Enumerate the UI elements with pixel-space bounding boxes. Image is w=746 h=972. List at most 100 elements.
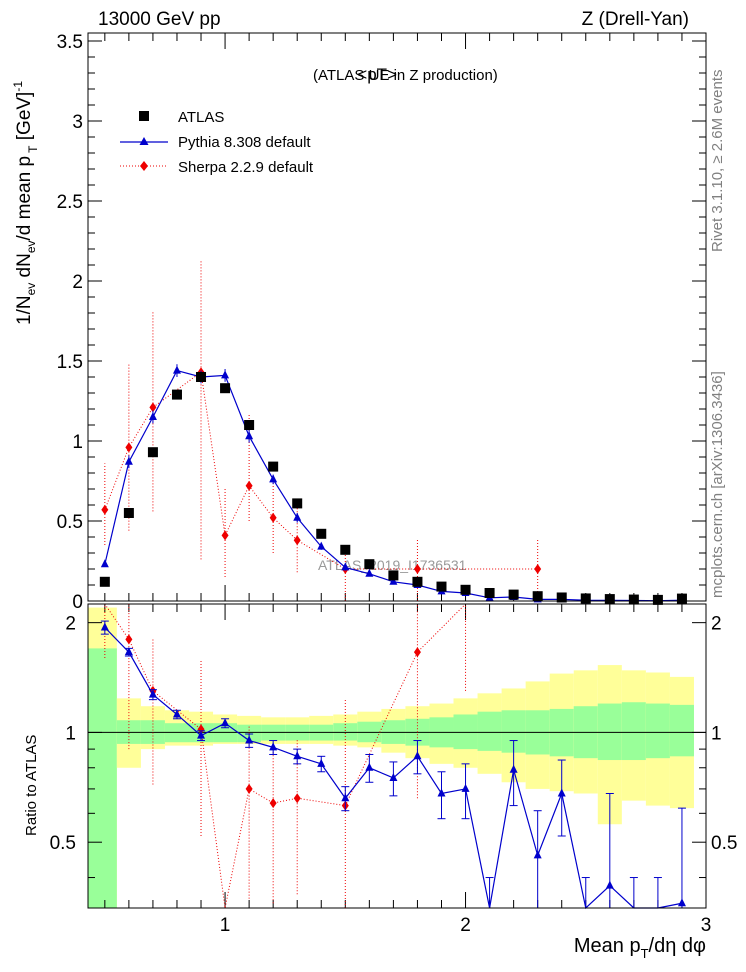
atlas-point — [220, 383, 231, 394]
sherpa-point — [221, 530, 229, 541]
header-left: 13000 GeV pp — [98, 9, 221, 30]
legend-marker-sherpa — [140, 161, 148, 171]
pythia-ratio-point — [221, 718, 230, 727]
ratio-y-tick-label-right: 0.5 — [711, 833, 737, 854]
atlas-point — [412, 576, 423, 587]
atlas-point — [628, 594, 639, 605]
atlas-point — [484, 588, 495, 598]
ratio-y-tick-label: 0.5 — [50, 833, 76, 854]
plot-title: <pT> — [357, 65, 397, 84]
pythia-ratio-point — [269, 742, 278, 751]
rivet-label: Rivet 3.1.10, ≥ 2.6M events — [709, 70, 726, 253]
atlas-point — [388, 570, 399, 581]
pythia-point — [341, 562, 350, 571]
pythia-point — [148, 412, 157, 420]
uncertainty-band-inner — [645, 703, 670, 759]
x-tick-label: 3 — [701, 915, 712, 936]
legend: ATLAS Pythia 8.308 default Sherpa 2.2.9 … — [120, 109, 314, 176]
x-axis-label: Mean pT/dη dφ — [574, 935, 706, 961]
atlas-point — [652, 594, 663, 605]
sherpa-ratio-point — [293, 793, 301, 804]
sherpa-ratio-point — [197, 724, 205, 735]
uncertainty-band-inner — [88, 648, 117, 908]
pythia-ratio-point — [172, 709, 181, 718]
uncertainty-band-inner — [621, 702, 646, 761]
legend-label-sherpa: Sherpa 2.2.9 default — [178, 159, 314, 176]
sherpa-point — [293, 535, 301, 546]
main-frame — [87, 32, 707, 602]
ratio-bands — [88, 607, 694, 908]
pythia-point — [124, 456, 133, 465]
atlas-point — [292, 498, 303, 509]
legend-item-atlas: ATLAS — [139, 109, 224, 126]
sherpa-ratio-point — [413, 647, 421, 658]
sherpa-ratio-point — [245, 783, 253, 794]
main-axes: 0 0.5 1 1.5 2 2.5 3 3.5 — [57, 32, 707, 613]
plot-subtitle: (ATLAS UE in Z production) — [313, 67, 498, 84]
ratio-axes: 0.5 0.5 1 1 2 2 1 2 3 — [50, 604, 737, 936]
legend-item-sherpa: Sherpa 2.2.9 default — [120, 159, 314, 176]
pythia-ratio-point — [533, 850, 542, 859]
uncertainty-band-inner — [597, 703, 622, 761]
atlas-point — [556, 592, 567, 603]
pythia-ratio-point — [437, 788, 446, 797]
header-right: Z (Drell-Yan) — [582, 9, 689, 30]
pythia-ratio-point — [461, 783, 470, 792]
legend-marker-pythia — [139, 137, 149, 145]
ratio-y-tick-label-right: 2 — [711, 614, 722, 635]
pythia-ratio-point — [605, 880, 614, 889]
y-tick-label: 3.5 — [57, 32, 83, 53]
y-tick-label: 1.5 — [57, 352, 83, 373]
sherpa-point — [534, 564, 542, 574]
legend-label-pythia: Pythia 8.308 default — [178, 134, 311, 151]
atlas-point — [268, 461, 279, 472]
atlas-point — [196, 372, 207, 382]
sherpa-line — [104, 371, 538, 570]
pythia-ratio-point — [245, 735, 254, 744]
pythia-point — [293, 512, 302, 521]
atlas-point — [676, 593, 687, 604]
atlas-point — [604, 594, 615, 605]
atlas-point — [171, 389, 182, 400]
pythia-point — [317, 541, 326, 550]
pythia-ratio-point — [509, 764, 518, 773]
atlas-point — [340, 544, 351, 555]
legend-item-pythia: Pythia 8.308 default — [120, 134, 311, 151]
sherpa-point — [101, 504, 109, 515]
main-panel: ATLAS_2019_I1736531 00.511.522.533.5 <pT… — [11, 32, 707, 613]
pythia-point — [245, 431, 254, 440]
pythia-ratio-point — [148, 689, 157, 698]
atlas-point — [316, 528, 327, 539]
pythia-ratio-point — [557, 788, 566, 797]
pythia-ratio-point — [341, 793, 350, 802]
atlas-point — [580, 593, 591, 604]
atlas-point — [244, 420, 255, 430]
sherpa-point — [125, 442, 133, 453]
y-tick-label: 2.5 — [57, 192, 83, 213]
pythia-point — [221, 370, 230, 379]
legend-label-atlas: ATLAS — [178, 109, 224, 126]
atlas-point — [460, 584, 471, 595]
atlas-point — [147, 447, 158, 458]
sherpa-point — [245, 480, 253, 491]
pythia-ratio-point — [677, 898, 686, 907]
pythia-point — [172, 365, 181, 374]
sherpa-ratio-point — [269, 798, 277, 809]
ratio-panel: 0.5 0.5 1 1 2 2 1 2 3 Ratio to ATLAS — [23, 603, 737, 936]
ratio-y-tick-label-right: 1 — [711, 723, 722, 744]
atlas-point — [508, 589, 519, 600]
atlas-point — [532, 591, 543, 602]
pythia-ratio-point — [100, 622, 109, 631]
sherpa-point — [413, 564, 421, 574]
sherpa-ratio-point — [125, 634, 133, 645]
pythia-point — [269, 474, 278, 483]
pythia-point — [389, 576, 398, 585]
mcplots-label: mcplots.cern.ch [arXiv:1306.3436] — [709, 371, 726, 598]
pythia-ratio-point — [293, 751, 302, 760]
atlas-point — [123, 508, 134, 518]
y-tick-label: 2 — [72, 272, 83, 293]
ratio-y-tick-label: 1 — [65, 723, 76, 744]
pythia-ratio-point — [365, 762, 374, 771]
y-tick-label: 3 — [72, 112, 83, 133]
